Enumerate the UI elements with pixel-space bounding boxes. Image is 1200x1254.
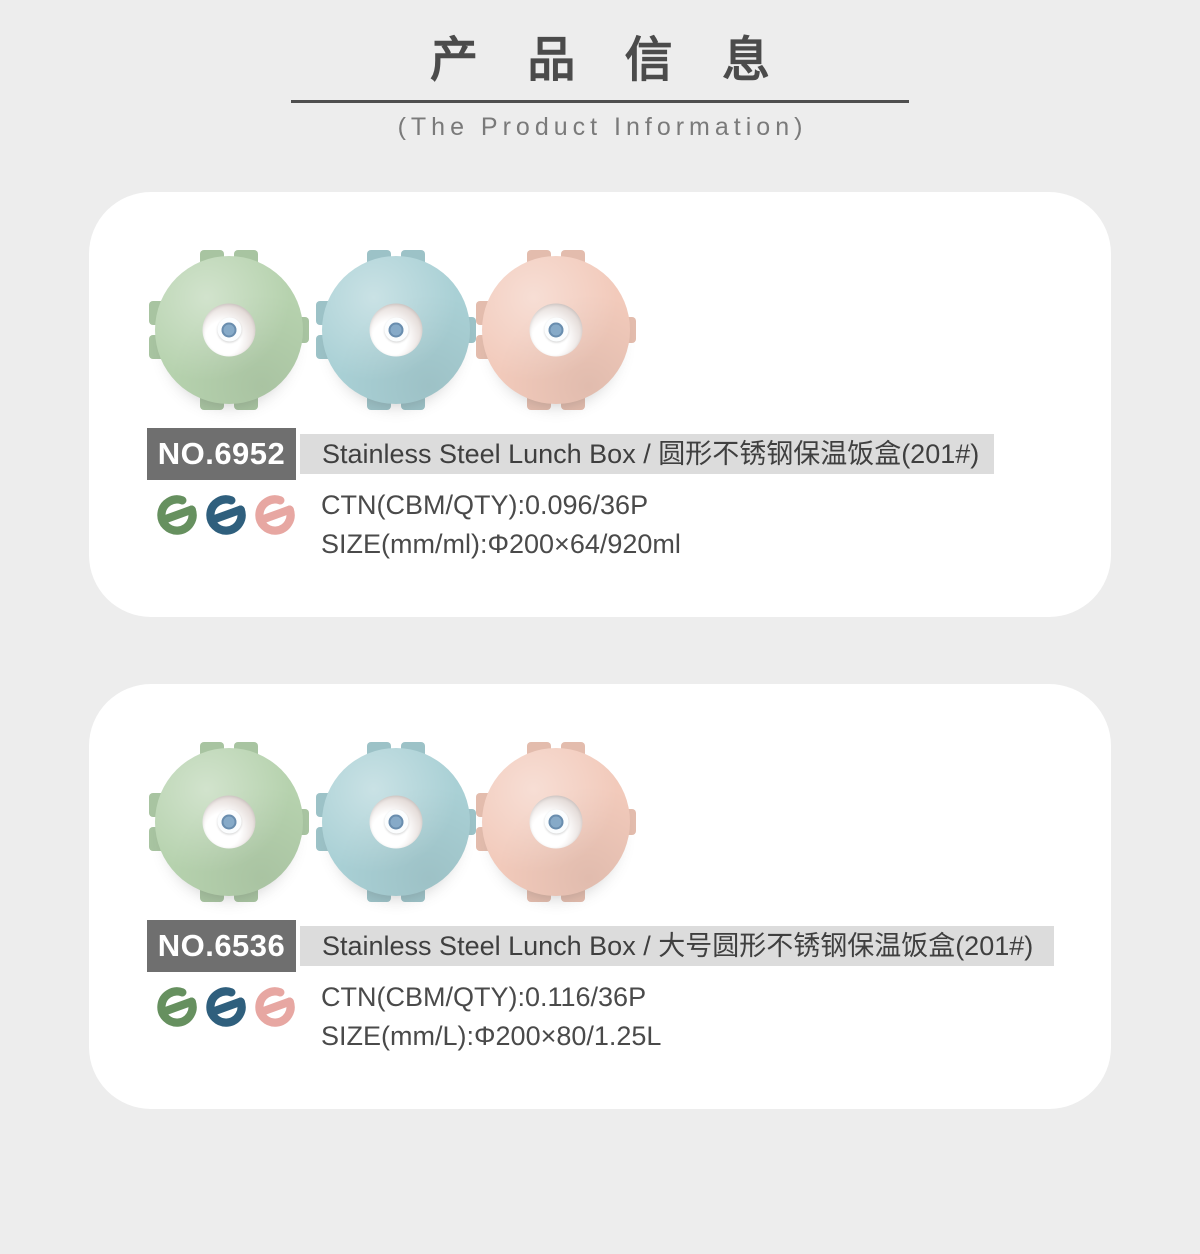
lunchbox-green-image	[149, 741, 309, 902]
lid-window	[369, 303, 423, 357]
lunchbox-pink-image	[476, 741, 636, 902]
lid-vent-button	[384, 809, 408, 834]
ctn-line: CTN(CBM/QTY):0.116/36P	[321, 981, 647, 1012]
size-line: SIZE(mm/ml):Φ200×64/920ml	[321, 528, 681, 559]
product-no-badge: NO.6952	[147, 427, 296, 480]
lid-vent-dot	[388, 322, 404, 338]
page-title: 产 品 信 息	[429, 34, 788, 87]
product-title-bar: Stainless Steel Lunch Box / 大号圆形不锈钢保温饭盒(…	[300, 925, 1054, 966]
lid-vent-dot	[548, 322, 564, 338]
lid-vent-button	[217, 809, 241, 834]
page-header: 产 品 信 息 (The Product Information)	[0, 0, 1200, 142]
lid-body	[482, 255, 630, 404]
lid-window	[369, 795, 423, 849]
color-swatch-green-icon	[155, 985, 199, 1029]
lid-vent-button	[544, 317, 568, 342]
size-line: SIZE(mm/L):Φ200×80/1.25L	[321, 1020, 662, 1051]
lid-vent-button	[544, 809, 568, 834]
lid-vent-button	[384, 317, 408, 342]
lid-window	[529, 795, 583, 849]
product-card: NO.6536 Stainless Steel Lunch Box / 大号圆形…	[89, 683, 1111, 1109]
product-title-bar: Stainless Steel Lunch Box / 圆形不锈钢保温饭盒(20…	[300, 433, 994, 474]
lid-window	[202, 303, 256, 357]
color-swatches	[155, 985, 297, 1029]
lid-body	[322, 255, 470, 404]
color-swatch-blue-icon	[204, 985, 248, 1029]
ctn-line: CTN(CBM/QTY):0.096/36P	[321, 489, 649, 520]
lid-vent-dot	[548, 814, 564, 830]
color-swatch-pink-icon	[253, 493, 297, 537]
lid-window	[202, 795, 256, 849]
title-underline	[291, 99, 909, 103]
color-swatch-green-icon	[155, 493, 199, 537]
product-card: NO.6952 Stainless Steel Lunch Box / 圆形不锈…	[89, 191, 1111, 617]
color-swatch-blue-icon	[204, 493, 248, 537]
product-no-badge: NO.6536	[147, 919, 296, 972]
lid-vent-dot	[221, 814, 237, 830]
lunchbox-green-image	[149, 249, 309, 410]
lunchbox-blue-image	[316, 249, 476, 410]
lid-vent-dot	[221, 322, 237, 338]
lid-window	[529, 303, 583, 357]
color-swatch-pink-icon	[253, 985, 297, 1029]
lid-vent-button	[217, 317, 241, 342]
lunchbox-blue-image	[316, 741, 476, 902]
page-subtitle: (The Product Information)	[397, 112, 808, 141]
lid-vent-dot	[388, 814, 404, 830]
lunchbox-pink-image	[476, 249, 636, 410]
color-swatches	[155, 493, 297, 537]
